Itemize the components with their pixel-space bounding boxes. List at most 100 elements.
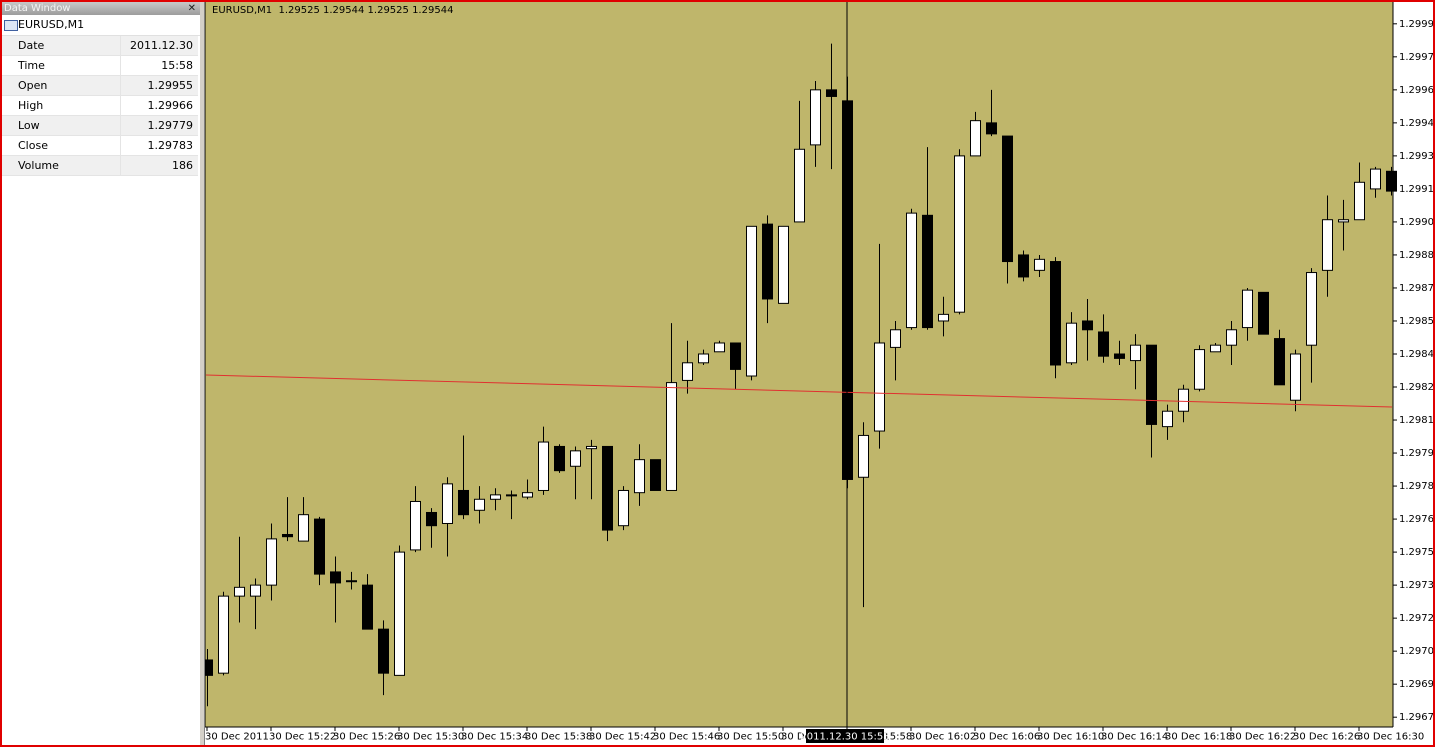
x-tick-label: 30 Dec 16:30 (1357, 732, 1424, 743)
y-tick-label: 1.29870 (1399, 283, 1435, 294)
candle-body (1162, 410, 1173, 428)
field-value: 2011.12.30 (120, 36, 198, 56)
candle-body (490, 494, 501, 500)
data-row: Time 15:58 (2, 55, 198, 76)
candle-body (938, 313, 949, 322)
candle-body (922, 214, 933, 329)
candle-body (634, 459, 645, 494)
field-value: 1.29966 (120, 95, 198, 116)
candle-body (1050, 261, 1061, 366)
data-row: Low 1.29779 (2, 115, 198, 136)
y-tick-label: 1.29990 (1399, 19, 1435, 30)
candle-body (1114, 353, 1125, 359)
data-window: Data Window ✕ EURUSD,M1 Date 2011.12.30 Tim… (2, 2, 200, 745)
candle-body (778, 225, 789, 304)
data-window-title: Data Window (4, 3, 71, 14)
y-tick-label: 1.29705 (1399, 646, 1435, 657)
field-value: 1.29783 (120, 135, 198, 156)
symbol-row: EURUSD,M1 (2, 15, 200, 36)
x-tick-label: 30 Dec 15:22 (269, 732, 336, 743)
y-tick-label: 1.29765 (1399, 514, 1435, 525)
trend-line (205, 374, 1393, 408)
symbol-icon (4, 20, 18, 31)
candle-body (538, 441, 549, 491)
candle-body (1322, 219, 1333, 271)
splitter[interactable] (200, 2, 205, 745)
candle-body (1098, 331, 1109, 357)
candle-body (506, 494, 517, 497)
candle-body (1146, 344, 1157, 425)
y-tick-label: 1.29885 (1399, 250, 1435, 261)
candle-body (1130, 344, 1141, 362)
y-tick-label: 1.29735 (1399, 580, 1435, 591)
candle-body (410, 500, 421, 551)
crosshair-time-box (806, 729, 884, 743)
candle-body (618, 489, 629, 527)
candle-body (458, 489, 469, 516)
data-table: Date 2011.12.30 Time 15:58 Open 1.29955 High 1.… (2, 36, 198, 176)
candle-body (1354, 181, 1365, 221)
y-tick-label: 1.29930 (1399, 151, 1435, 162)
candle-body (602, 445, 613, 531)
candle-body (554, 445, 565, 472)
candle-body (362, 584, 373, 630)
candle-body (1066, 322, 1077, 364)
candle-body (346, 580, 357, 583)
field-value: 186 (120, 155, 198, 176)
candle-body (394, 551, 405, 676)
data-row: Close 1.29783 (2, 135, 198, 156)
x-tick-label: 30 Dec 16:22 (1229, 732, 1296, 743)
candle-body (970, 120, 981, 157)
field-name: Low (2, 115, 121, 136)
candle-body (330, 571, 341, 584)
y-tick-label: 1.29915 (1399, 184, 1435, 195)
y-tick-label: 1.29840 (1399, 349, 1435, 360)
field-name: Open (2, 75, 121, 96)
candle-body (1210, 344, 1221, 353)
data-row: Volume 186 (2, 155, 198, 176)
candle-body (250, 584, 261, 597)
y-tick-label: 1.29945 (1399, 118, 1435, 129)
candle-body (1306, 272, 1317, 346)
candle-body (682, 362, 693, 381)
candle-body (442, 483, 453, 524)
candle-body (874, 342, 885, 432)
candle-body (314, 518, 325, 575)
crosshair-time-label: 2011.12.30 15:58 (800, 732, 889, 743)
data-row: Date 2011.12.30 (2, 36, 198, 56)
symbol-label: EURUSD,M1 (18, 18, 85, 31)
x-tick-label: 30 Dec 15:34 (461, 732, 528, 743)
close-button[interactable]: ✕ (187, 3, 196, 14)
y-tick-label: 1.29900 (1399, 217, 1435, 228)
data-row: Open 1.29955 (2, 75, 198, 96)
x-tick-label: 30 Dec 2011 (205, 732, 269, 743)
field-name: Date (2, 36, 121, 56)
candle-body (378, 628, 389, 674)
candle-body (1370, 168, 1381, 190)
candle-body (1242, 289, 1253, 329)
y-tick-label: 1.29795 (1399, 448, 1435, 459)
x-tick-label: 30 Dec 16:26 (1293, 732, 1360, 743)
x-tick-label: 30 Dec 15:50 (717, 732, 784, 743)
y-tick-label: 1.29855 (1399, 316, 1435, 327)
chart-header: EURUSD,M1 1.29525 1.29544 1.29525 1.2954… (212, 5, 453, 16)
candle-body (218, 595, 229, 674)
y-tick-label: 1.29690 (1399, 679, 1435, 690)
candle-body (858, 434, 869, 478)
y-tick-label: 1.29675 (1399, 712, 1435, 723)
y-tick-label: 1.29780 (1399, 481, 1435, 492)
x-tick-label: 30 Dec 15:46 (653, 732, 720, 743)
candle-body (730, 342, 741, 370)
field-name: Time (2, 55, 121, 76)
x-tick-label: 30 Dec 16:02 (909, 732, 976, 743)
candle-body (762, 223, 773, 300)
candle-body (714, 342, 725, 353)
candle-body (698, 353, 709, 364)
x-tick-label: 30 Dec 16:10 (1037, 732, 1104, 743)
y-tick-label: 1.29810 (1399, 415, 1435, 426)
x-tick-label: 30 Dec 15:38 (525, 732, 592, 743)
x-tick-label: 30 Dec 15:42 (589, 732, 656, 743)
field-value: 1.29955 (120, 75, 198, 96)
x-tick-label: 30 Dec 16:18 (1165, 732, 1232, 743)
